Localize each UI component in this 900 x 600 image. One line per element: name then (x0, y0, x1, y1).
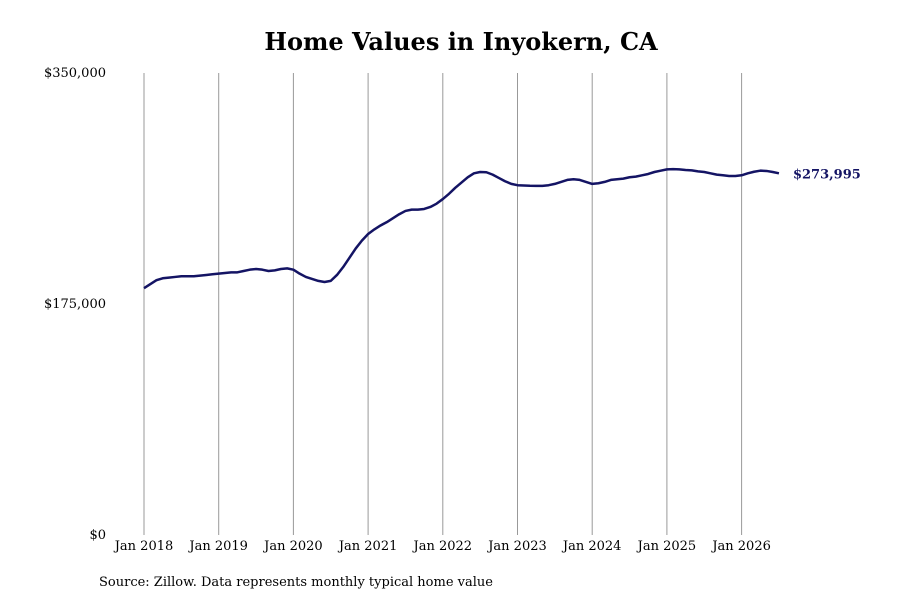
y-tick-label: $0 (89, 528, 106, 543)
x-tick-label: Jan 2025 (636, 539, 697, 554)
x-tick-label: Jan 2024 (561, 539, 622, 554)
chart-title: Home Values in Inyokern, CA (264, 27, 658, 56)
value-label: $273,995 (793, 167, 861, 182)
x-tick-label: Jan 2022 (412, 539, 473, 554)
x-tick-label: Jan 2023 (486, 539, 547, 554)
line-series (143, 167, 780, 290)
source-note: Source: Zillow. Data represents monthly … (99, 575, 493, 590)
y-tick-label: $175,000 (44, 297, 106, 312)
x-tick-label: Jan 2026 (710, 539, 771, 554)
x-tick-label: Jan 2020 (262, 539, 323, 554)
y-tick-label: $350,000 (44, 66, 106, 81)
x-tick-label: Jan 2018 (113, 539, 174, 554)
x-tick-label: Jan 2021 (337, 539, 398, 554)
x-tick-label: Jan 2019 (187, 539, 248, 554)
